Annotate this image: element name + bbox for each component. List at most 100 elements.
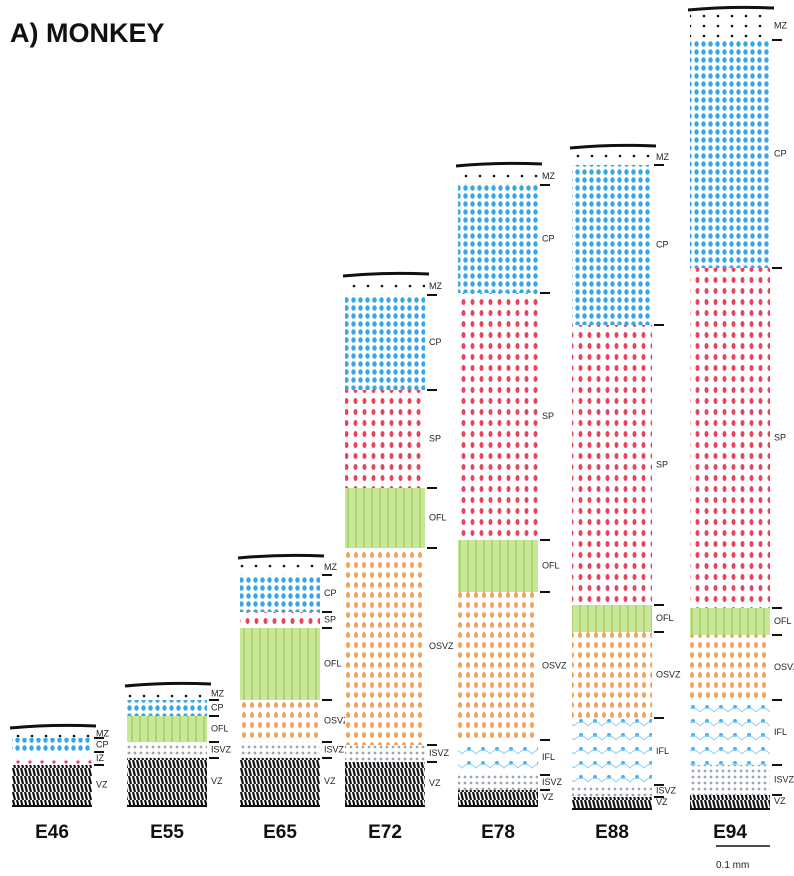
layer-label: IZ: [96, 753, 105, 763]
layer-label: SP: [774, 432, 786, 442]
layer: [690, 765, 770, 795]
layer-label: MZ: [324, 562, 337, 572]
layer-label: IFL: [656, 746, 669, 756]
layer-label: OFL: [211, 723, 229, 733]
layer: [240, 575, 320, 612]
layer: [240, 758, 320, 805]
layer: [572, 718, 652, 785]
layer: [127, 742, 207, 758]
layer: [345, 295, 425, 390]
layer-label: ISVZ: [324, 744, 345, 754]
layer-label: CP: [211, 702, 224, 712]
pial-surface: [237, 553, 325, 560]
layer: [572, 325, 652, 605]
layer-label: VZ: [429, 778, 441, 788]
layer-label: ISVZ: [211, 744, 232, 754]
layer-label: OFL: [542, 560, 560, 570]
layer-label: ISVZ: [542, 777, 563, 787]
layer: [127, 700, 207, 716]
layer-label: MZ: [542, 171, 555, 181]
layer-label: VZ: [542, 792, 554, 802]
layer-label: OFL: [656, 613, 674, 623]
layer: [458, 740, 538, 775]
layer: [127, 758, 207, 805]
pial-surface: [687, 5, 775, 12]
layer-label: VZ: [211, 776, 223, 786]
layer: [572, 150, 652, 165]
layer: [240, 742, 320, 758]
layer: [240, 560, 320, 575]
layer-label: CP: [656, 239, 669, 249]
layer: [127, 688, 207, 700]
layer-label: OSVZ: [429, 641, 454, 651]
layer: [240, 612, 320, 628]
layer: [240, 700, 320, 742]
layer: [458, 540, 538, 592]
layer: [240, 628, 320, 700]
layer: [458, 293, 538, 540]
layer-label: SP: [656, 459, 668, 469]
stage-label: E78: [481, 822, 515, 843]
stage-label: E65: [263, 822, 297, 843]
stage-label: E94: [713, 822, 747, 843]
layer-label: ISVZ: [656, 785, 677, 795]
layer-label: SP: [429, 433, 441, 443]
layer-label: CP: [96, 739, 109, 749]
layer-label: OSVZ: [774, 662, 794, 672]
layer: [345, 278, 425, 295]
pial-surface: [342, 271, 430, 278]
pial-surface: [124, 681, 212, 688]
layer: [690, 700, 770, 765]
layer-label: CP: [542, 233, 555, 243]
layer-label: MZ: [656, 152, 669, 162]
layer: [690, 795, 770, 808]
layer-label: IFL: [542, 752, 555, 762]
scale-label: 0.1 mm: [716, 860, 749, 871]
stage-label: E88: [595, 822, 629, 843]
layer: [345, 548, 425, 745]
layer: [690, 40, 770, 268]
layer-label: MZ: [96, 728, 109, 738]
stage-label: E55: [150, 822, 184, 843]
layer: [12, 738, 92, 752]
layer: [458, 592, 538, 740]
layer: [572, 632, 652, 718]
layer: [572, 165, 652, 325]
layer: [345, 488, 425, 548]
layer: [458, 185, 538, 293]
title: A) MONKEY: [10, 18, 165, 48]
layer-label: OFL: [774, 616, 792, 626]
layer-label: OFL: [324, 658, 342, 668]
layer-label: IFL: [774, 727, 787, 737]
layer-label: CP: [324, 588, 337, 598]
pial-surface: [569, 143, 657, 150]
layer: [12, 752, 92, 765]
stage-label: E46: [35, 822, 69, 843]
layer-label: SP: [324, 614, 336, 624]
layer-label: VZ: [774, 796, 786, 806]
layer: [690, 12, 770, 40]
layer: [690, 635, 770, 700]
pial-surface: [455, 161, 543, 168]
layer-label: MZ: [211, 688, 224, 698]
layer: [345, 762, 425, 805]
layer: [12, 765, 92, 805]
layer-label: OSVZ: [542, 660, 567, 670]
layer-label: VZ: [656, 797, 668, 807]
layer: [458, 790, 538, 805]
layer-label: CP: [774, 148, 787, 158]
layer-label: OSVZ: [324, 715, 349, 725]
layer: [572, 785, 652, 797]
layer: [458, 775, 538, 790]
layer-label: OFL: [429, 512, 447, 522]
stage-label: E72: [368, 822, 402, 843]
layer: [345, 390, 425, 488]
layer-label: SP: [542, 411, 554, 421]
pial-surface: [9, 723, 97, 730]
layer: [572, 605, 652, 632]
layer: [127, 716, 207, 742]
layer-label: OSVZ: [656, 669, 681, 679]
layer-label: MZ: [429, 281, 442, 291]
layer: [458, 168, 538, 185]
